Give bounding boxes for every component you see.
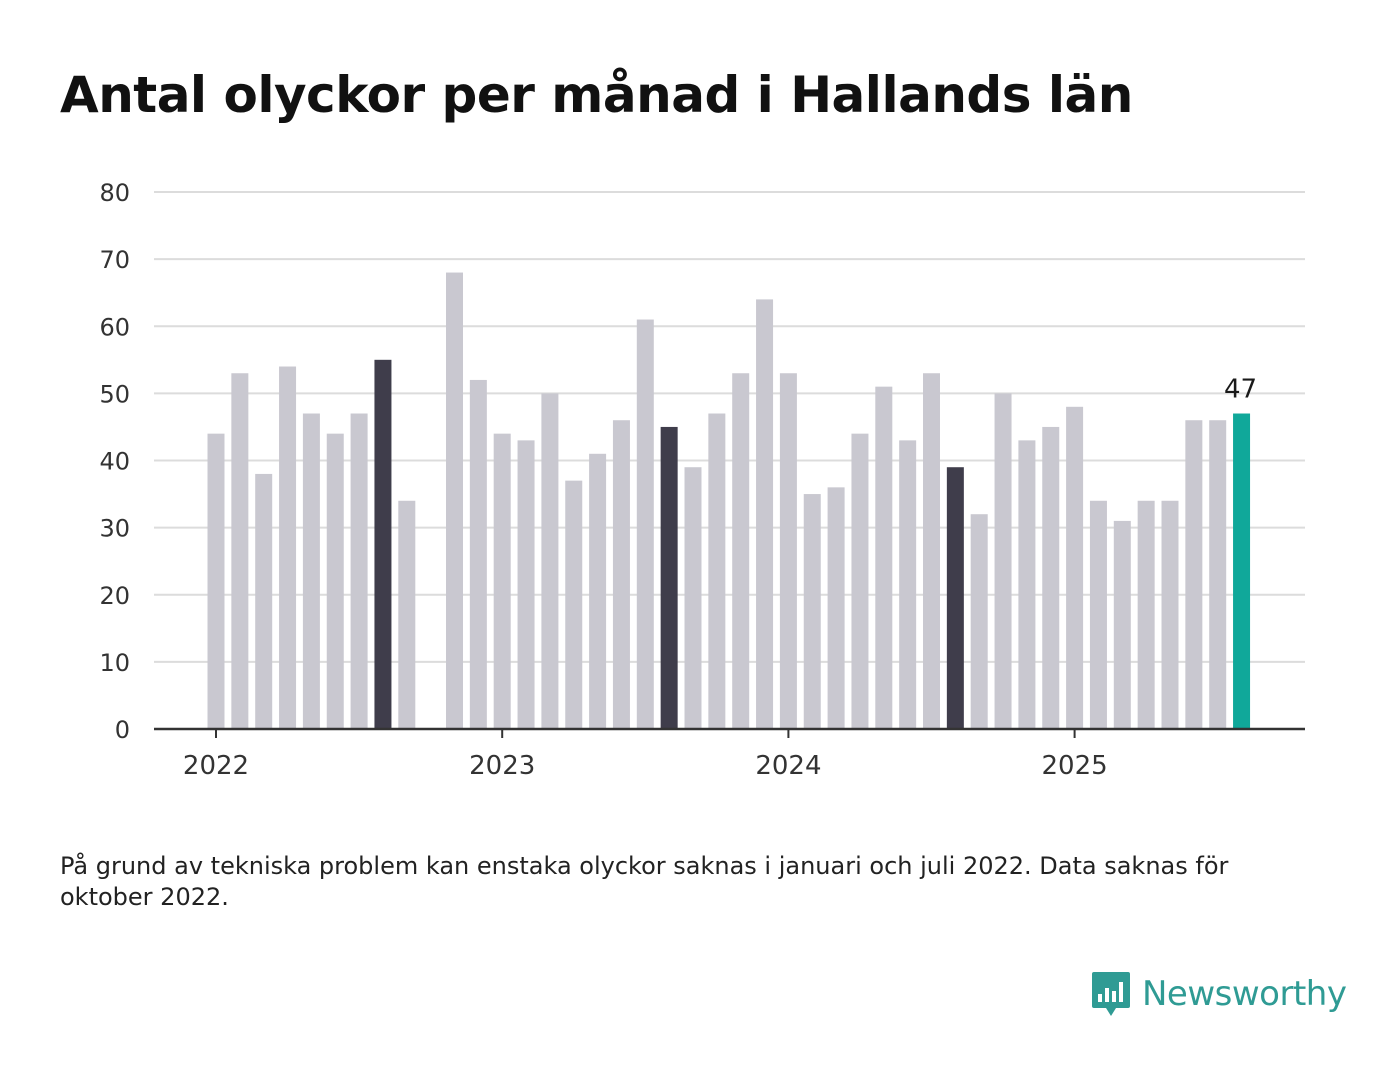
bar-2022-04 <box>279 366 297 729</box>
bar-2024-10 <box>994 393 1012 729</box>
y-tick-label: 70 <box>99 246 130 274</box>
bar-2024-05 <box>875 386 893 729</box>
bar-2023-03 <box>541 393 559 729</box>
x-axis-ticks: 2022 2023 2024 2025 <box>183 729 1108 781</box>
bar-2025-04 <box>1137 500 1155 729</box>
chart-title: Antal olyckor per månad i Hallands län <box>60 66 1133 124</box>
x-tick-label: 2024 <box>755 751 821 781</box>
y-tick-label: 20 <box>99 582 130 610</box>
bar-2024-04 <box>851 433 869 729</box>
bar-2025-05 <box>1161 500 1179 729</box>
data-label: 47 <box>1224 375 1257 405</box>
y-tick-label: 50 <box>99 380 130 408</box>
bar-2024-08 <box>946 467 964 729</box>
x-tick-label: 2022 <box>183 751 249 781</box>
bar-2024-06 <box>899 440 917 729</box>
bar-2025-02 <box>1089 500 1107 729</box>
bar-2023-11 <box>732 373 750 729</box>
bar-2024-09 <box>970 514 988 729</box>
bars <box>207 272 1251 729</box>
bar-2022-07 <box>350 413 368 729</box>
grid-lines <box>154 191 1305 663</box>
bar-2023-09 <box>684 467 702 729</box>
data-labels: 47 <box>1224 375 1257 405</box>
y-tick-label: 30 <box>99 515 130 543</box>
bar-2023-06 <box>612 420 630 729</box>
bar-2024-12 <box>1042 426 1060 729</box>
bar-2024-07 <box>923 373 940 729</box>
bar-2025-06 <box>1185 420 1203 729</box>
bar-2023-02 <box>517 440 535 729</box>
bar-2024-01 <box>779 373 797 729</box>
bar-2022-12 <box>469 379 487 729</box>
bar-2023-07 <box>636 319 654 729</box>
bar-2023-04 <box>565 480 583 729</box>
x-tick-label: 2023 <box>469 751 535 781</box>
y-tick-label: 80 <box>99 179 130 207</box>
bar-2023-01 <box>493 433 511 729</box>
bar-2024-02 <box>803 494 821 729</box>
bar-2022-11 <box>446 272 463 729</box>
bar-2022-02 <box>231 373 249 729</box>
y-tick-label: 60 <box>99 313 130 341</box>
brand-name: Newsworthy <box>1142 974 1347 1014</box>
bar-2025-01 <box>1066 406 1084 729</box>
bar-2025-03 <box>1113 520 1131 729</box>
bar-2024-03 <box>827 487 845 729</box>
brand-logo[interactable]: Newsworthy <box>1090 970 1347 1018</box>
y-tick-label: 0 <box>115 716 130 744</box>
bar-2023-05 <box>589 453 607 729</box>
bar-2022-08 <box>374 359 392 729</box>
newsworthy-logo-icon <box>1092 972 1130 1016</box>
bar-2023-10 <box>708 413 726 729</box>
bar-2022-06 <box>326 433 344 729</box>
bar-2023-12 <box>756 299 774 729</box>
y-axis-ticks: 0 10 20 30 40 50 60 70 80 <box>99 179 130 744</box>
bar-2025-08 <box>1233 413 1251 729</box>
y-tick-label: 40 <box>99 448 130 476</box>
bar-2025-07 <box>1209 420 1227 729</box>
y-tick-label: 10 <box>99 649 130 677</box>
bar-2022-09 <box>398 500 416 729</box>
bar-2022-03 <box>255 473 273 729</box>
x-tick-label: 2025 <box>1042 751 1108 781</box>
bar-chart: 0 10 20 30 40 50 60 70 80 2022 2023 2024 2025 47 <box>99 179 1305 781</box>
footnote: På grund av tekniska problem kan enstaka… <box>60 852 1229 911</box>
bar-2022-05 <box>302 413 320 729</box>
bar-2024-11 <box>1018 440 1036 729</box>
bar-2022-01 <box>207 433 225 729</box>
bar-2023-08 <box>660 426 678 729</box>
